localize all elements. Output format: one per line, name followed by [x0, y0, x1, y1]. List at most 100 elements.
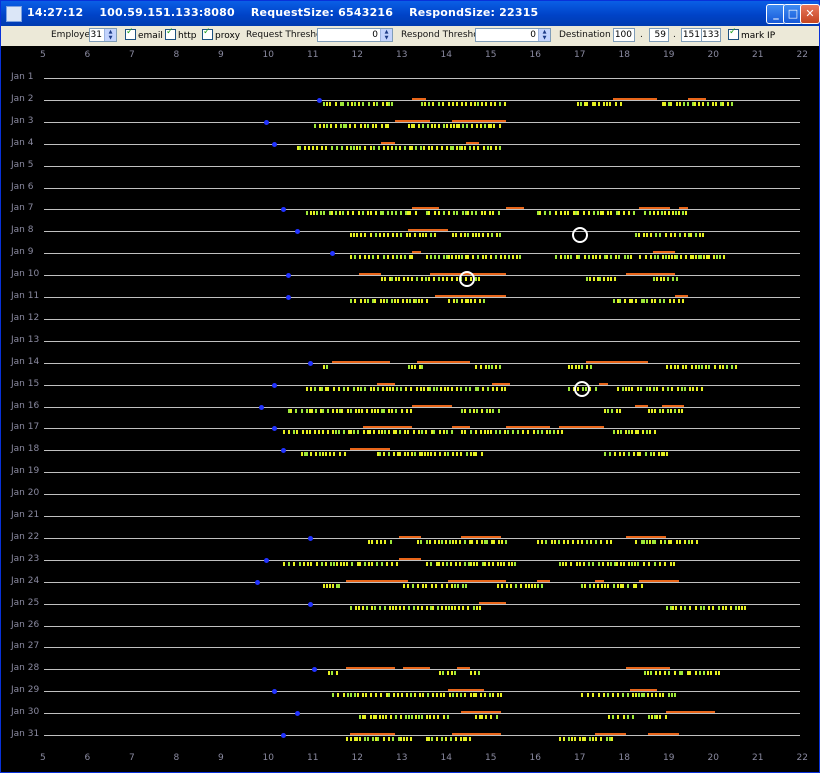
- access-event: [675, 101, 678, 106]
- access-event: [364, 145, 367, 150]
- access-event: [490, 233, 493, 238]
- access-event: [564, 561, 567, 566]
- ip-octet-1-field[interactable]: 100: [613, 28, 635, 42]
- access-event: [416, 277, 419, 282]
- day-label: Jan 21: [11, 510, 40, 520]
- email-checkbox[interactable]: email: [125, 27, 163, 41]
- access-event: [463, 233, 466, 238]
- access-event: [403, 430, 406, 435]
- access-event: [303, 561, 306, 566]
- access-event: [473, 408, 476, 413]
- access-event: [335, 408, 338, 413]
- access-event: [600, 583, 603, 588]
- access-event: [492, 211, 495, 216]
- access-event: [509, 583, 512, 588]
- access-event: [572, 539, 575, 544]
- access-event: [738, 605, 741, 610]
- day-axis-line: [44, 209, 800, 211]
- access-event: [358, 715, 361, 720]
- access-event: [592, 255, 595, 260]
- spinner-arrows-icon[interactable]: ▲ ▼: [380, 29, 392, 41]
- access-event: [318, 452, 321, 457]
- employee-spinner[interactable]: 31 ▲ ▼: [89, 28, 117, 42]
- spinner-arrows-icon[interactable]: ▲ ▼: [104, 29, 116, 41]
- access-event: [387, 123, 390, 128]
- access-event: [614, 255, 617, 260]
- access-event: [664, 101, 667, 106]
- access-event: [448, 255, 451, 260]
- http-checkbox[interactable]: http: [165, 27, 196, 41]
- timeline-canvas[interactable]: 5 5 6 6 7 7 8 8 9 9 10 10 11 11 12 12 13 13 14 14 15 15 16 16 17…: [1, 46, 819, 772]
- spinner-arrows-icon[interactable]: ▲ ▼: [538, 29, 550, 41]
- access-event: [376, 452, 379, 457]
- access-event: [609, 539, 612, 544]
- access-event: [421, 277, 424, 282]
- access-event: [350, 737, 353, 741]
- access-event: [426, 452, 429, 457]
- session-segment: [461, 535, 502, 538]
- access-event: [399, 452, 401, 457]
- access-event: [607, 693, 610, 698]
- access-event: [298, 561, 301, 566]
- access-event: [359, 145, 362, 150]
- access-event: [481, 211, 484, 216]
- access-event: [388, 101, 391, 106]
- access-event: [437, 277, 440, 282]
- access-event: [403, 583, 406, 588]
- access-event: [395, 408, 398, 413]
- access-event: [409, 299, 412, 303]
- proxy-checkbox[interactable]: proxy: [202, 27, 240, 41]
- access-event: [418, 693, 421, 698]
- access-event: [405, 299, 408, 303]
- access-event: [496, 386, 499, 391]
- access-event: [445, 255, 448, 260]
- access-event: [461, 145, 464, 150]
- day-axis-line: [44, 713, 800, 715]
- access-event: [522, 430, 525, 435]
- access-event: [478, 715, 481, 720]
- access-event: [442, 430, 445, 435]
- access-event: [369, 145, 372, 150]
- request-threshold-spinner[interactable]: 0 ▲ ▼: [317, 28, 393, 42]
- marked-ip-ring: [458, 271, 475, 288]
- access-event: [675, 605, 678, 610]
- title-bar[interactable]: 14:27:12 100.59.151.133:8080 RequestSize: …: [1, 1, 820, 26]
- ip-octet-3-field[interactable]: 151: [681, 28, 703, 42]
- access-event: [525, 583, 528, 588]
- access-event: [680, 408, 683, 413]
- ip-octet-4-field[interactable]: 133: [701, 28, 721, 42]
- access-event: [687, 101, 689, 106]
- access-event: [487, 386, 490, 391]
- access-event: [679, 255, 682, 260]
- access-event: [681, 671, 684, 676]
- respond-threshold-spinner[interactable]: 0 ▲ ▼: [475, 28, 551, 42]
- access-event: [307, 561, 310, 566]
- access-event: [411, 364, 414, 369]
- access-event: [685, 211, 688, 216]
- mark-ip-checkbox[interactable]: mark IP: [728, 27, 775, 41]
- close-button[interactable]: ✕: [800, 4, 820, 24]
- access-event: [389, 605, 392, 610]
- access-event: [321, 430, 324, 435]
- login-marker: [330, 251, 336, 257]
- access-event: [602, 561, 605, 566]
- access-event: [491, 561, 494, 566]
- access-event: [354, 605, 357, 610]
- checkbox-checked-icon: [728, 27, 739, 40]
- access-event: [622, 693, 625, 698]
- access-event: [442, 101, 445, 106]
- hour-tick-bottom: 12: [351, 753, 363, 763]
- access-event: [617, 715, 620, 720]
- access-event: [409, 233, 411, 238]
- hour-tick-bottom: 20: [707, 753, 719, 763]
- access-event: [734, 605, 737, 610]
- access-event: [318, 123, 321, 128]
- access-event: [666, 408, 669, 413]
- day-label: Jan 11: [11, 291, 40, 301]
- login-marker: [316, 97, 322, 103]
- ip-octet-2-field[interactable]: 59: [649, 28, 669, 42]
- access-event: [379, 452, 382, 457]
- access-event: [705, 364, 708, 369]
- hour-tick-top: 19: [663, 50, 675, 60]
- day-label: Jan 25: [11, 597, 40, 608]
